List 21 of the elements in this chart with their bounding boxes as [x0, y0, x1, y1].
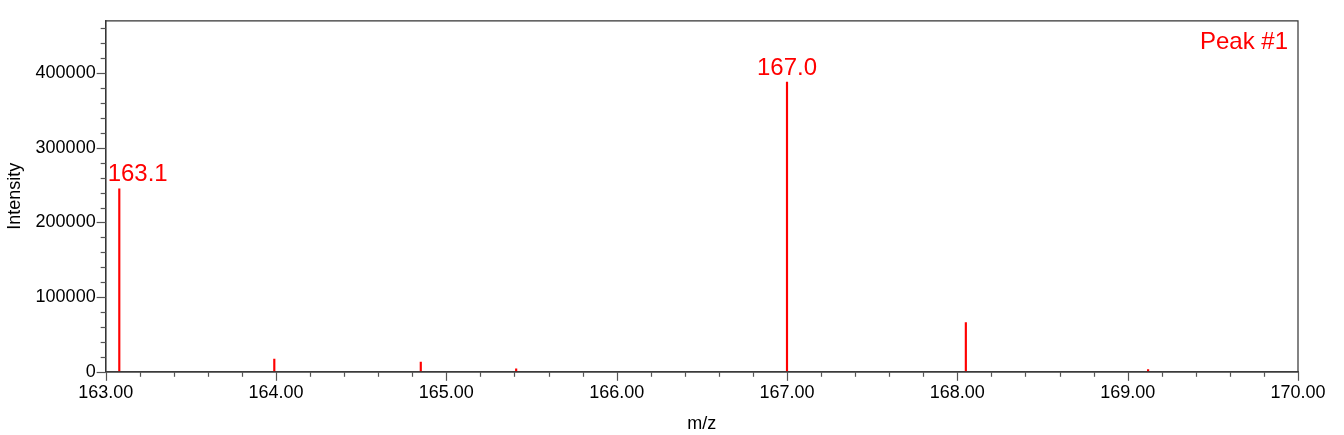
x-tick-label: 168.00 [929, 381, 985, 402]
x-axis-title: m/z [687, 413, 717, 434]
x-tick-label: 165.00 [418, 381, 474, 402]
bar [964, 322, 967, 372]
y-tick-label: 100000 [35, 286, 96, 307]
annotation: 163.1 [107, 159, 168, 187]
y-tick-label: 200000 [35, 211, 96, 232]
x-tick-label: 163.00 [78, 381, 134, 402]
x-tick-label: 164.00 [248, 381, 304, 402]
annotation: Peak #1 [1199, 27, 1288, 55]
bar [785, 81, 789, 372]
y-tick-label: 300000 [35, 136, 96, 157]
x-tick-label: 169.00 [1100, 381, 1156, 402]
annotation: 167.0 [756, 52, 818, 80]
y-tick-label: 0 [85, 360, 96, 381]
x-tick-label: 166.00 [589, 381, 645, 402]
y-axis-title: Intensity [3, 162, 24, 230]
x-tick-label: 167.00 [759, 381, 815, 402]
y-tick-label: 400000 [35, 62, 96, 83]
bar [118, 188, 121, 372]
x-tick-label: 170.00 [1270, 381, 1326, 402]
